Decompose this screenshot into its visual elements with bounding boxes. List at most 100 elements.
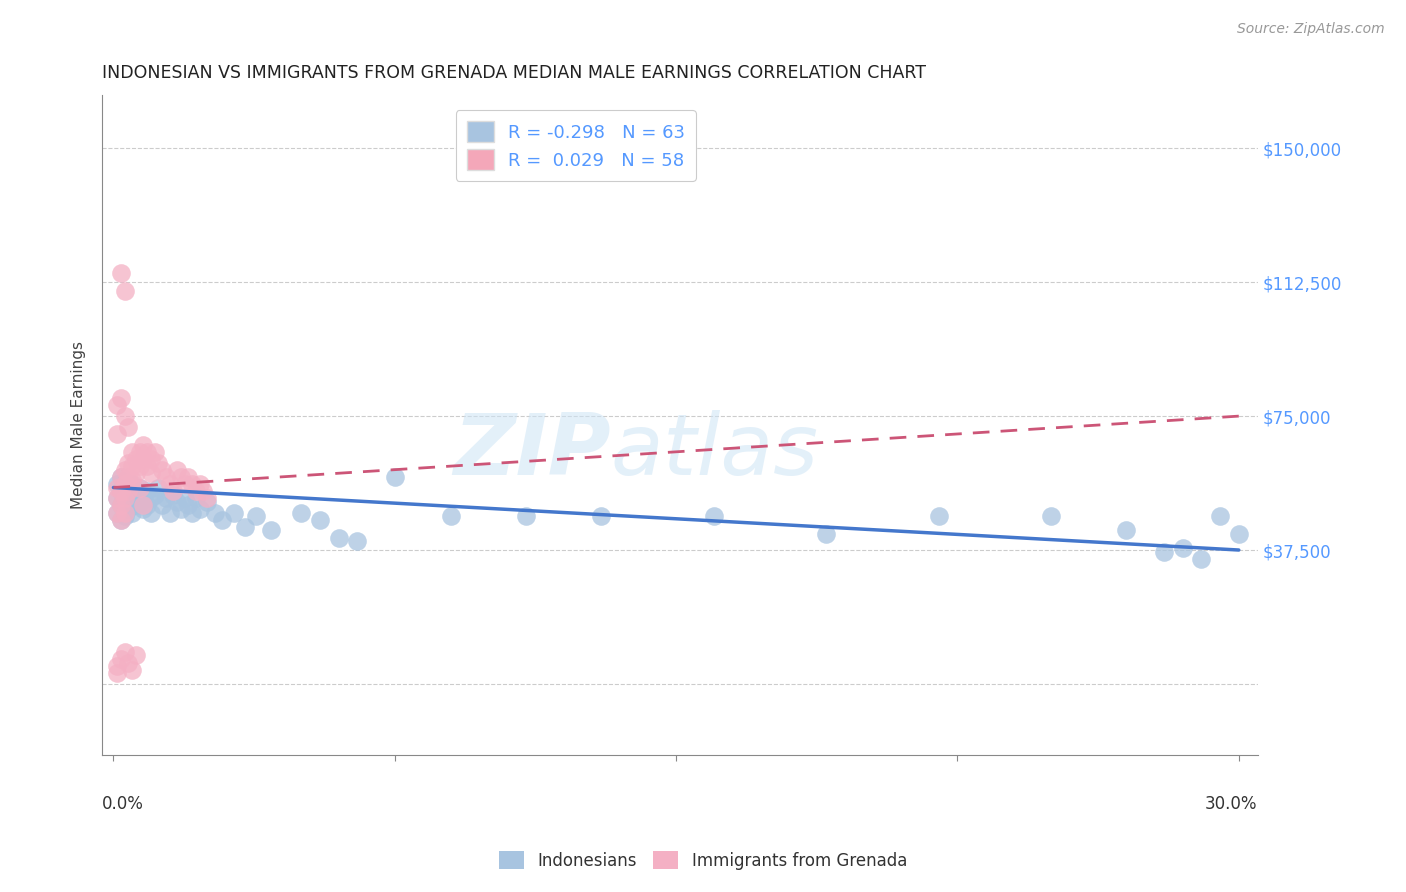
Point xyxy=(132,499,155,513)
Point xyxy=(114,495,136,509)
Point xyxy=(591,509,613,524)
Point xyxy=(290,506,312,520)
Point xyxy=(136,445,159,459)
Point xyxy=(105,427,128,442)
Point xyxy=(121,491,143,506)
Point xyxy=(128,445,150,459)
Point xyxy=(166,463,188,477)
Point xyxy=(105,398,128,412)
Point xyxy=(117,484,139,499)
Point xyxy=(384,470,406,484)
Point xyxy=(148,481,170,495)
Point xyxy=(1153,545,1175,559)
Point xyxy=(184,491,207,506)
Point xyxy=(1209,509,1232,524)
Point xyxy=(815,527,838,541)
Point xyxy=(139,467,162,481)
Point xyxy=(132,502,155,516)
Point xyxy=(105,506,128,520)
Point xyxy=(128,459,150,474)
Point xyxy=(110,513,132,527)
Point xyxy=(1115,524,1137,538)
Point xyxy=(125,484,148,499)
Point xyxy=(110,499,132,513)
Point xyxy=(114,481,136,495)
Point xyxy=(188,502,211,516)
Point xyxy=(143,488,166,502)
Point xyxy=(110,484,132,499)
Point xyxy=(110,513,132,527)
Point xyxy=(139,506,162,520)
Point xyxy=(1227,527,1250,541)
Point xyxy=(117,420,139,434)
Point xyxy=(148,456,170,470)
Point xyxy=(162,484,184,499)
Point xyxy=(139,491,162,506)
Point xyxy=(105,506,128,520)
Point xyxy=(105,666,128,681)
Point xyxy=(121,477,143,491)
Point xyxy=(173,477,195,491)
Point xyxy=(105,659,128,673)
Point xyxy=(136,484,159,499)
Point xyxy=(121,459,143,474)
Point xyxy=(117,656,139,670)
Point xyxy=(181,477,204,491)
Point xyxy=(170,470,193,484)
Point xyxy=(170,502,193,516)
Point xyxy=(159,477,181,491)
Point xyxy=(128,481,150,495)
Point xyxy=(132,488,155,502)
Point xyxy=(125,648,148,663)
Point xyxy=(195,491,218,506)
Point xyxy=(150,499,173,513)
Point xyxy=(117,502,139,516)
Point xyxy=(128,495,150,509)
Point xyxy=(188,477,211,491)
Text: atlas: atlas xyxy=(610,410,818,493)
Point xyxy=(110,391,132,405)
Text: 0.0%: 0.0% xyxy=(103,795,143,813)
Point xyxy=(703,509,725,524)
Point xyxy=(136,459,159,474)
Point xyxy=(105,481,128,495)
Point xyxy=(166,495,188,509)
Point xyxy=(211,513,233,527)
Point xyxy=(114,409,136,423)
Point xyxy=(110,266,132,280)
Point xyxy=(128,481,150,495)
Point xyxy=(195,495,218,509)
Point xyxy=(117,456,139,470)
Point xyxy=(121,474,143,488)
Text: 30.0%: 30.0% xyxy=(1205,795,1257,813)
Point xyxy=(121,663,143,677)
Point xyxy=(105,491,128,506)
Point xyxy=(136,499,159,513)
Point xyxy=(110,652,132,666)
Point xyxy=(110,484,132,499)
Point xyxy=(114,477,136,491)
Point xyxy=(125,499,148,513)
Point xyxy=(173,491,195,506)
Point xyxy=(346,534,368,549)
Point xyxy=(233,520,256,534)
Point xyxy=(114,506,136,520)
Point xyxy=(328,531,350,545)
Point xyxy=(204,506,226,520)
Point xyxy=(110,499,132,513)
Point xyxy=(105,477,128,491)
Y-axis label: Median Male Earnings: Median Male Earnings xyxy=(72,341,86,509)
Point xyxy=(928,509,950,524)
Point xyxy=(1040,509,1063,524)
Point xyxy=(114,284,136,298)
Point xyxy=(177,499,200,513)
Point xyxy=(125,467,148,481)
Point xyxy=(143,445,166,459)
Point xyxy=(117,470,139,484)
Point xyxy=(114,463,136,477)
Point xyxy=(222,506,245,520)
Point xyxy=(177,470,200,484)
Point xyxy=(132,452,155,467)
Point xyxy=(139,452,162,467)
Point xyxy=(150,463,173,477)
